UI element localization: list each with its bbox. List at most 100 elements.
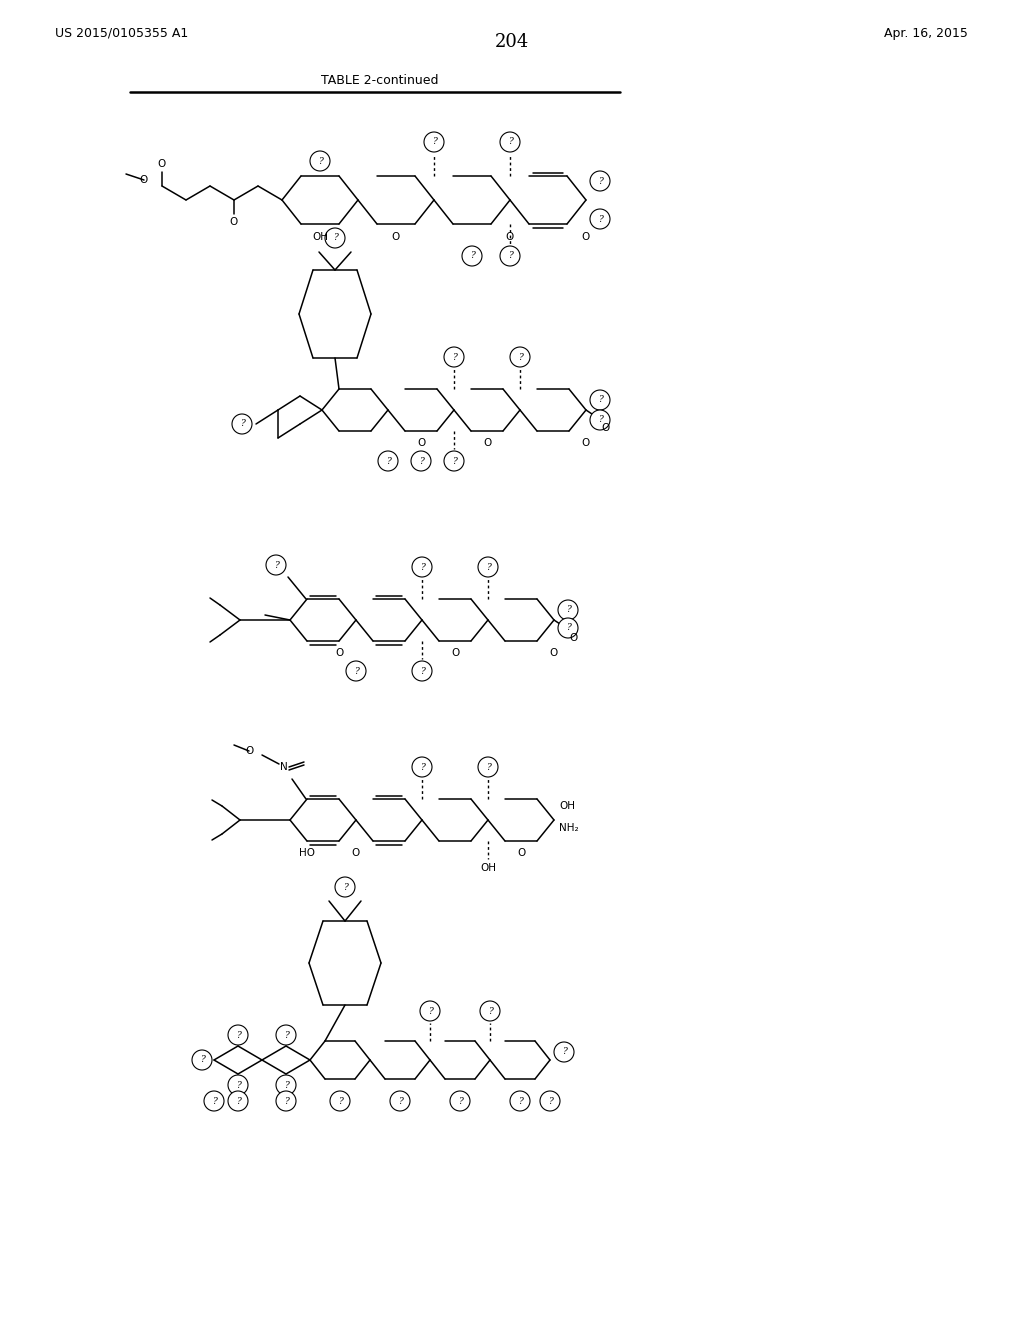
Circle shape [478,756,498,777]
Text: ?: ? [343,883,347,891]
Circle shape [558,601,578,620]
Text: O: O [335,648,343,657]
Text: O: O [483,438,492,447]
Circle shape [204,1092,224,1111]
Text: OH: OH [559,801,575,810]
Text: Apr. 16, 2015: Apr. 16, 2015 [884,26,968,40]
Text: HO: HO [299,847,315,858]
Text: ?: ? [458,1097,463,1106]
Circle shape [590,209,610,228]
Circle shape [335,876,355,898]
Text: ?: ? [508,252,512,260]
Text: ?: ? [284,1097,289,1106]
Text: N: N [281,762,288,772]
Text: O: O [417,438,425,447]
Text: ?: ? [517,1097,522,1106]
Text: O: O [140,176,148,185]
Circle shape [462,246,482,267]
Text: O: O [582,232,590,242]
Text: ?: ? [485,763,490,771]
Text: ?: ? [333,234,338,243]
Text: ?: ? [431,137,436,147]
Text: O: O [451,648,459,657]
Circle shape [540,1092,560,1111]
Text: ?: ? [598,177,602,186]
Text: TABLE 2-continued: TABLE 2-continued [322,74,438,87]
Circle shape [500,246,520,267]
Circle shape [266,554,286,576]
Circle shape [444,347,464,367]
Circle shape [412,661,432,681]
Text: ?: ? [452,352,457,362]
Circle shape [450,1092,470,1111]
Text: ?: ? [420,667,424,676]
Circle shape [510,1092,530,1111]
Text: ?: ? [548,1097,552,1106]
Text: O: O [582,438,590,447]
Text: ?: ? [485,562,490,572]
Circle shape [558,618,578,638]
Circle shape [590,172,610,191]
Text: US 2015/0105355 A1: US 2015/0105355 A1 [55,26,188,40]
Text: ?: ? [284,1081,289,1089]
Circle shape [228,1026,248,1045]
Circle shape [346,661,366,681]
Text: O: O [550,648,558,657]
Circle shape [276,1026,296,1045]
Text: ?: ? [284,1031,289,1040]
Text: ?: ? [470,252,474,260]
Text: O: O [570,634,579,643]
Text: 204: 204 [495,33,529,51]
Circle shape [276,1074,296,1096]
Text: NH₂: NH₂ [559,822,579,833]
Circle shape [228,1092,248,1111]
Circle shape [390,1092,410,1111]
Text: ?: ? [565,623,570,632]
Circle shape [412,756,432,777]
Text: ?: ? [561,1048,566,1056]
Text: OH: OH [480,863,496,873]
Circle shape [330,1092,350,1111]
Circle shape [232,414,252,434]
Text: O: O [506,232,514,242]
Circle shape [420,1001,440,1020]
Text: ?: ? [517,352,522,362]
Text: O: O [229,216,239,227]
Text: ?: ? [419,457,424,466]
Text: ?: ? [598,396,602,404]
Text: O: O [245,746,253,756]
Circle shape [590,389,610,411]
Circle shape [411,451,431,471]
Circle shape [554,1041,574,1063]
Circle shape [310,150,330,172]
Circle shape [412,557,432,577]
Text: ?: ? [200,1056,205,1064]
Text: O: O [602,422,610,433]
Text: ?: ? [428,1006,432,1015]
Text: ?: ? [236,1081,241,1089]
Circle shape [378,451,398,471]
Circle shape [444,451,464,471]
Circle shape [590,411,610,430]
Text: ?: ? [240,420,245,429]
Text: O: O [352,847,360,858]
Text: ?: ? [508,137,512,147]
Circle shape [510,347,530,367]
Circle shape [424,132,444,152]
Circle shape [276,1092,296,1111]
Circle shape [500,132,520,152]
Circle shape [228,1074,248,1096]
Text: ?: ? [236,1097,241,1106]
Circle shape [325,228,345,248]
Text: ?: ? [420,562,424,572]
Circle shape [193,1049,212,1071]
Text: O: O [158,158,166,169]
Text: ?: ? [598,214,602,223]
Text: ?: ? [338,1097,342,1106]
Text: ?: ? [598,416,602,425]
Text: ?: ? [487,1006,493,1015]
Text: ?: ? [273,561,279,569]
Text: ?: ? [236,1031,241,1040]
Text: ?: ? [317,157,323,165]
Text: O: O [517,847,525,858]
